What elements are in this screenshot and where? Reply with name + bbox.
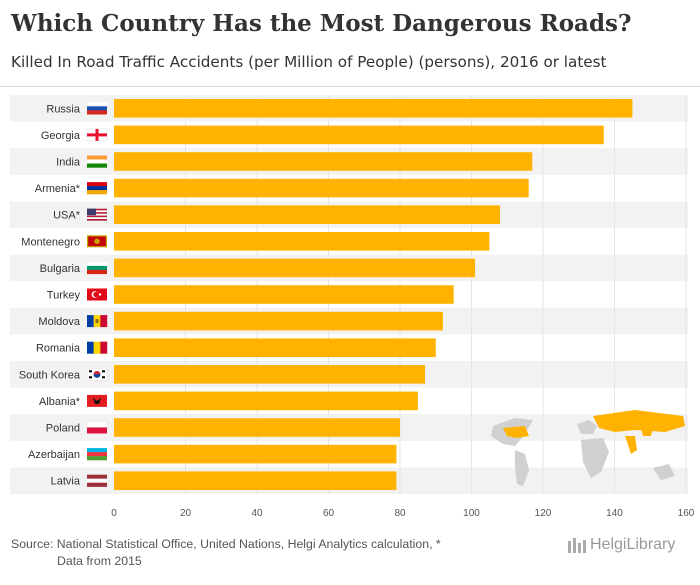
bar — [114, 205, 501, 224]
category-label: Russia — [46, 103, 81, 115]
bar — [114, 258, 476, 278]
world-map-decoration — [491, 410, 685, 486]
x-tick-label: 20 — [180, 508, 192, 519]
flag-icon — [87, 474, 107, 487]
flag-icon — [87, 155, 107, 168]
flag-icon — [87, 288, 107, 301]
flag-icon — [87, 208, 107, 221]
flag-icon — [86, 368, 108, 381]
flag-icon — [87, 261, 107, 275]
category-label: Romania — [36, 343, 81, 355]
x-tick-label: 100 — [463, 508, 480, 519]
category-label: USA* — [53, 210, 81, 222]
bar — [114, 178, 529, 198]
bar — [114, 99, 633, 118]
category-label: Poland — [46, 423, 80, 435]
bar — [114, 232, 490, 251]
category-label: Bulgaria — [40, 263, 81, 275]
x-tick-label: 80 — [394, 508, 406, 519]
flag-icon — [86, 128, 108, 142]
bars — [114, 99, 633, 490]
flag-icon — [87, 448, 107, 461]
bar — [114, 471, 397, 490]
bar — [114, 418, 400, 437]
bar — [114, 338, 436, 357]
flags — [86, 102, 108, 487]
bar — [114, 391, 418, 411]
bar — [114, 152, 533, 171]
flag-icon — [87, 235, 107, 248]
category-label: Moldova — [38, 316, 80, 328]
bar — [114, 444, 397, 464]
flag-icon — [87, 394, 107, 407]
source-line-2: Data from 2015 — [57, 554, 142, 568]
bar — [114, 125, 604, 145]
category-label: Latvia — [51, 476, 81, 488]
flag-icon — [87, 182, 107, 195]
category-label: Albania* — [39, 396, 81, 408]
bar — [114, 285, 454, 304]
category-label: South Korea — [19, 369, 81, 381]
x-tick-label: 40 — [251, 508, 263, 519]
library-icon — [568, 537, 586, 553]
flag-icon — [87, 315, 108, 328]
source-line-1: Source: National Statistical Office, Uni… — [11, 537, 441, 551]
flag-icon — [87, 102, 107, 115]
source-note: Source: National Statistical Office, Uni… — [11, 536, 531, 570]
bar-chart: Russia Georgia India Armenia* USA* Montenegro… — [10, 95, 695, 519]
category-label: Armenia* — [35, 183, 81, 195]
x-tick-label: 140 — [606, 508, 623, 519]
flag-icon — [86, 421, 108, 434]
x-tick-label: 160 — [678, 508, 695, 519]
category-label: Turkey — [47, 290, 81, 302]
category-label: Georgia — [41, 130, 81, 142]
bar — [114, 311, 443, 331]
category-label: Azerbaijan — [28, 449, 80, 461]
chart-title: Which Country Has the Most Dangerous Roa… — [11, 10, 632, 37]
header-divider — [0, 86, 700, 87]
category-labels: Russia Georgia India Armenia* USA* Montenegro… — [19, 103, 81, 487]
x-tick-label: 0 — [111, 508, 117, 519]
bar — [114, 365, 426, 384]
flag-icon — [87, 341, 108, 354]
x-tick-labels: 0 20 40 60 80 100 120 140 160 — [111, 508, 695, 519]
x-tick-label: 60 — [323, 508, 335, 519]
category-label: Montenegro — [21, 236, 80, 248]
brand-name: HelgiLibrary — [590, 536, 676, 553]
brand-logo: HelgiLibrary — [568, 536, 675, 554]
category-label: India — [56, 157, 81, 169]
x-tick-label: 120 — [535, 508, 552, 519]
chart-subtitle: Killed In Road Traffic Accidents (per Mi… — [11, 53, 607, 71]
